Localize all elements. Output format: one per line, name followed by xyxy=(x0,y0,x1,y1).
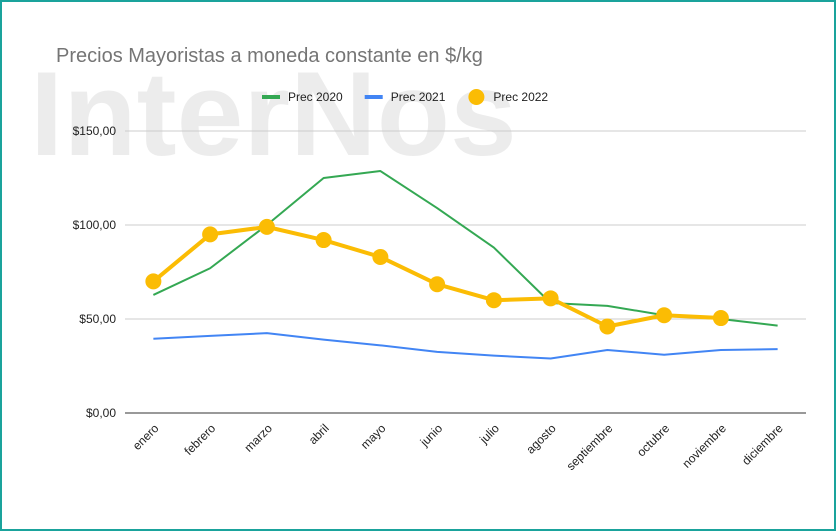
legend-swatch xyxy=(262,95,280,99)
marker xyxy=(542,290,559,307)
marker xyxy=(202,226,219,243)
marker xyxy=(656,307,673,324)
marker xyxy=(372,248,389,265)
legend: Prec 2020 Prec 2021 Prec 2022 xyxy=(262,89,548,105)
y-tick-label: $50,00 xyxy=(79,312,116,326)
legend-label: Prec 2022 xyxy=(493,90,548,104)
legend-label: Prec 2021 xyxy=(391,90,446,104)
chart-title: Precios Mayoristas a moneda constante en… xyxy=(56,45,483,67)
legend-swatch xyxy=(364,95,383,99)
marker xyxy=(429,276,446,293)
marker xyxy=(599,318,616,335)
y-tick-label: $100,00 xyxy=(73,218,117,232)
y-tick-label: $0,00 xyxy=(86,406,116,420)
y-tick-label: $150,00 xyxy=(73,124,117,138)
legend-label: Prec 2020 xyxy=(288,90,343,104)
marker xyxy=(145,273,162,290)
marker xyxy=(712,310,729,327)
legend-swatch xyxy=(468,89,485,105)
watermark: InterNos xyxy=(30,47,517,181)
marker xyxy=(315,232,332,249)
marker xyxy=(258,218,275,235)
line xyxy=(153,332,778,360)
marker xyxy=(485,292,502,309)
